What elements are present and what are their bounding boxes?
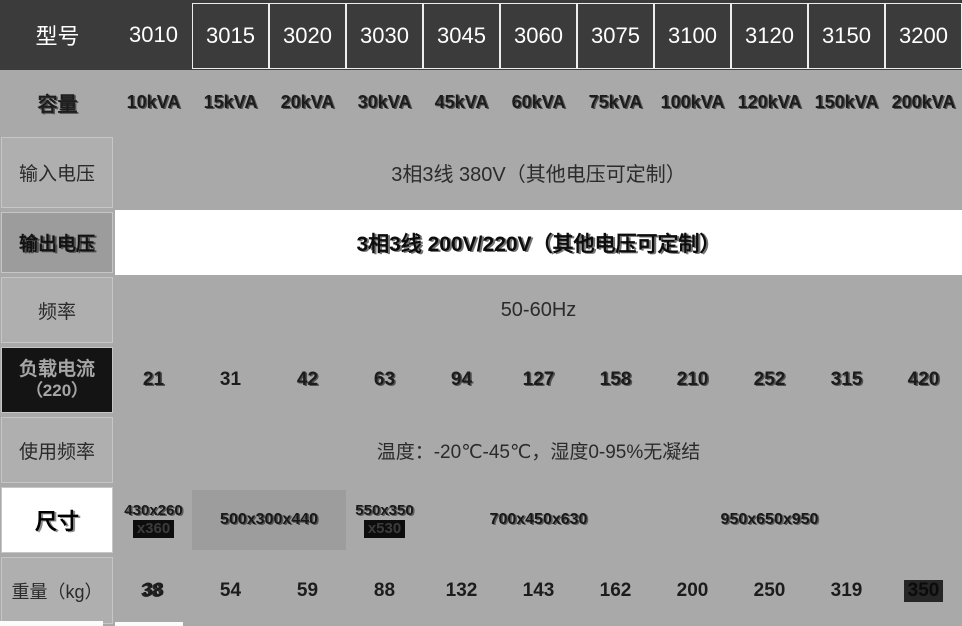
- model-header: 3120: [731, 3, 808, 69]
- row-label-capacity: 容量: [37, 94, 78, 116]
- model-header: 3020: [269, 3, 346, 69]
- capacity-cell: 100kVA: [660, 92, 725, 112]
- row-label-output-voltage: 输出电压: [1, 212, 113, 273]
- dimension-cell: 950x650x950: [720, 511, 819, 528]
- current-cell: 127: [522, 369, 555, 390]
- capacity-cell: 45kVA: [434, 92, 489, 112]
- capacity-cell: 120kVA: [737, 92, 802, 112]
- model-header: 3010: [129, 22, 178, 47]
- model-header: 3060: [500, 3, 577, 69]
- current-cell: 420: [907, 369, 940, 390]
- weight-cell: 319: [830, 579, 863, 601]
- dimensions-row: 尺寸 430x260 x360 500x300x440 550x350 x530…: [0, 485, 962, 555]
- capacity-cell: 200kVA: [891, 92, 956, 112]
- dimension-line1: 550x350: [355, 502, 414, 519]
- weight-cell: 200: [676, 579, 709, 601]
- row-label-weight: 重量（kg）: [1, 557, 113, 624]
- weight-value-highlighted: 350: [903, 579, 944, 602]
- current-cell: 63: [373, 369, 396, 390]
- capacity-row: 容量 10kVA 15kVA 20kVA 30kVA 45kVA 60kVA 7…: [0, 70, 962, 135]
- capacity-cell: 150kVA: [814, 92, 879, 112]
- dimension-line2: x360: [132, 520, 175, 538]
- row-label-load-current: 负载电流 （220）: [1, 347, 113, 413]
- current-cell: 21: [142, 369, 165, 390]
- header-label: 型号: [35, 24, 80, 49]
- capacity-cell: 30kVA: [357, 92, 412, 112]
- weight-cell: 132: [445, 579, 478, 601]
- dimension-cell: 430x260 x360: [115, 485, 192, 555]
- capacity-cell: 15kVA: [203, 92, 258, 112]
- row-label-dimensions: 尺寸: [1, 487, 113, 553]
- current-cell: 210: [676, 369, 709, 390]
- load-current-label-line1: 负载电流: [18, 359, 95, 381]
- current-cell: 42: [296, 369, 319, 390]
- weight-cell: 38: [142, 579, 165, 601]
- weight-cell: 54: [219, 579, 242, 601]
- model-header: 3030: [346, 3, 423, 69]
- current-cell: 31: [219, 369, 242, 390]
- current-cell: 94: [450, 369, 473, 390]
- weight-cell: 250: [753, 579, 786, 601]
- frequency-row: 频率 50-60Hz: [0, 275, 962, 345]
- model-header: 3075: [577, 3, 654, 69]
- current-cell: 315: [830, 369, 863, 390]
- bottom-edge-strip: [0, 621, 103, 626]
- row-label-input-voltage: 输入电压: [1, 137, 113, 208]
- capacity-cell: 20kVA: [280, 92, 335, 112]
- frequency-value: 50-60Hz: [500, 298, 577, 321]
- model-header: 3150: [808, 3, 885, 69]
- load-current-label-line2: （220）: [25, 381, 89, 401]
- dimension-cell: 550x350 x530: [346, 485, 423, 555]
- bottom-edge-strip: [115, 622, 183, 626]
- weight-cell: 88: [373, 579, 396, 601]
- weight-cell: 143: [522, 579, 555, 601]
- capacity-cell: 60kVA: [511, 92, 566, 112]
- environment-value: 温度：-20℃-45℃，湿度0-95%无凝结: [376, 441, 701, 463]
- weight-cell: 350: [885, 555, 962, 626]
- model-header: 3045: [423, 3, 500, 69]
- load-current-row: 负载电流 （220） 21 31 42 63 94 127 158 210 25…: [0, 345, 962, 415]
- header-row: 型号 3010 3015 3020 3030 3045 3060 3075 31…: [0, 0, 962, 70]
- current-cell: 158: [599, 369, 632, 390]
- row-label-environment: 使用频率: [1, 417, 113, 483]
- output-voltage-value: 3相3线 200V/220V（其他电压可定制）: [115, 210, 962, 275]
- current-cell: 252: [753, 369, 786, 390]
- input-voltage-row: 输入电压 3相3线 380V（其他电压可定制）: [0, 135, 962, 210]
- weight-row: 重量（kg） 38 54 59 88 132 143 162 200 250 3…: [0, 555, 962, 626]
- row-label-frequency: 频率: [1, 277, 113, 343]
- dimension-cell: 500x300x440: [192, 490, 346, 550]
- capacity-cell: 75kVA: [588, 92, 643, 112]
- model-header: 3015: [192, 3, 269, 69]
- input-voltage-value: 3相3线 380V（其他电压可定制）: [391, 164, 686, 186]
- environment-row: 使用频率 温度：-20℃-45℃，湿度0-95%无凝结: [0, 415, 962, 485]
- dimension-line1: 430x260: [124, 502, 183, 519]
- dimension-line2: x530: [363, 520, 406, 538]
- dimension-cell: 700x450x630: [489, 511, 588, 528]
- model-header: 3200: [885, 3, 962, 69]
- weight-cell: 162: [599, 579, 632, 601]
- capacity-cell: 10kVA: [126, 92, 181, 112]
- output-voltage-row: 输出电压 3相3线 200V/220V（其他电压可定制）: [0, 210, 962, 275]
- weight-cell: 59: [296, 579, 319, 601]
- model-header: 3100: [654, 3, 731, 69]
